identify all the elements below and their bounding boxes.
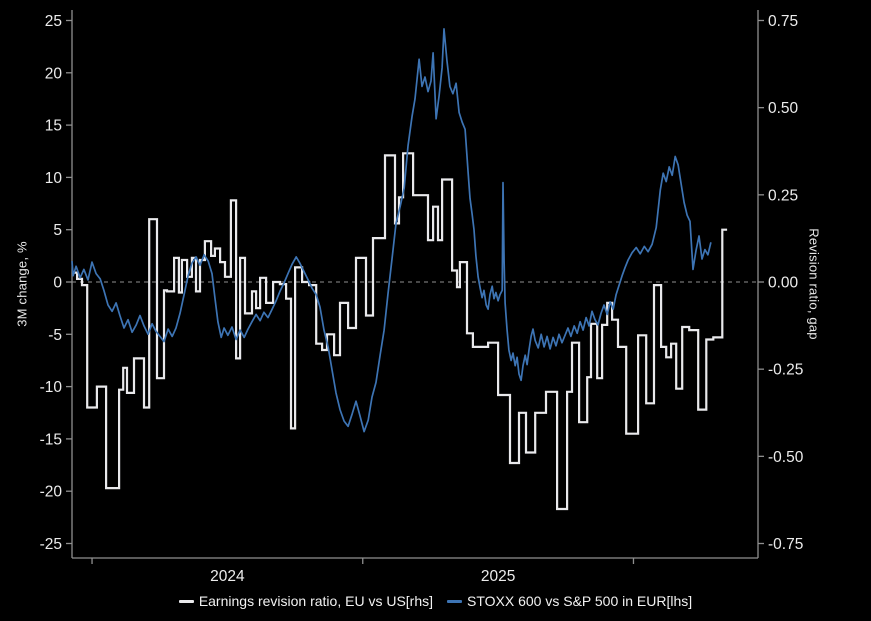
right-axis-tick-label: 0.25 xyxy=(768,187,798,204)
right-axis-tick-label: 0.00 xyxy=(768,275,799,292)
left-axis-tick-label: -15 xyxy=(40,431,62,448)
right-axis-tick-label: -0.50 xyxy=(768,449,804,466)
right-axis-tick-label: 0.75 xyxy=(768,13,798,30)
legend-swatch-earnings-revision xyxy=(178,599,194,603)
x-axis-year-label: 2025 xyxy=(481,568,515,585)
x-axis-year-label: 2024 xyxy=(210,568,245,585)
right-axis-tick-label: 0.50 xyxy=(768,100,799,117)
legend-item-stoxx-vs-sp: STOXX 600 vs S&P 500 in EUR[lhs] xyxy=(447,593,692,609)
legend-swatch-stoxx-vs-sp xyxy=(447,599,463,603)
left-axis-tick-label: 25 xyxy=(45,13,62,30)
left-axis-tick-label: -5 xyxy=(48,327,62,344)
right-axis-tick-label: -0.75 xyxy=(768,536,803,553)
left-axis-tick-label: 15 xyxy=(45,118,62,135)
legend-item-earnings-revision: Earnings revision ratio, EU vs US[rhs] xyxy=(178,593,434,609)
left-axis-tick-label: 10 xyxy=(45,170,63,187)
legend-label-stoxx-vs-sp: STOXX 600 vs S&P 500 in EUR[lhs] xyxy=(467,593,693,609)
right-axis-tick-label: -0.25 xyxy=(768,362,803,379)
left-axis-tick-label: 20 xyxy=(45,65,63,82)
left-axis-tick-label: 0 xyxy=(53,275,62,292)
left-axis-tick-label: -20 xyxy=(40,484,63,501)
left-axis-title: 3M change, % xyxy=(14,241,30,327)
legend-label-earnings-revision: Earnings revision ratio, EU vs US[rhs] xyxy=(198,593,434,609)
legend: Earnings revision ratio, EU vs US[rhs] S… xyxy=(0,593,871,609)
left-axis-tick-label: -25 xyxy=(40,536,62,553)
right-axis-title: Revision ratio, gap xyxy=(806,228,822,340)
left-axis-tick-label: -10 xyxy=(40,379,63,396)
left-axis-tick-label: 5 xyxy=(53,222,62,239)
stoxx-vs-sp500-line xyxy=(71,28,712,433)
